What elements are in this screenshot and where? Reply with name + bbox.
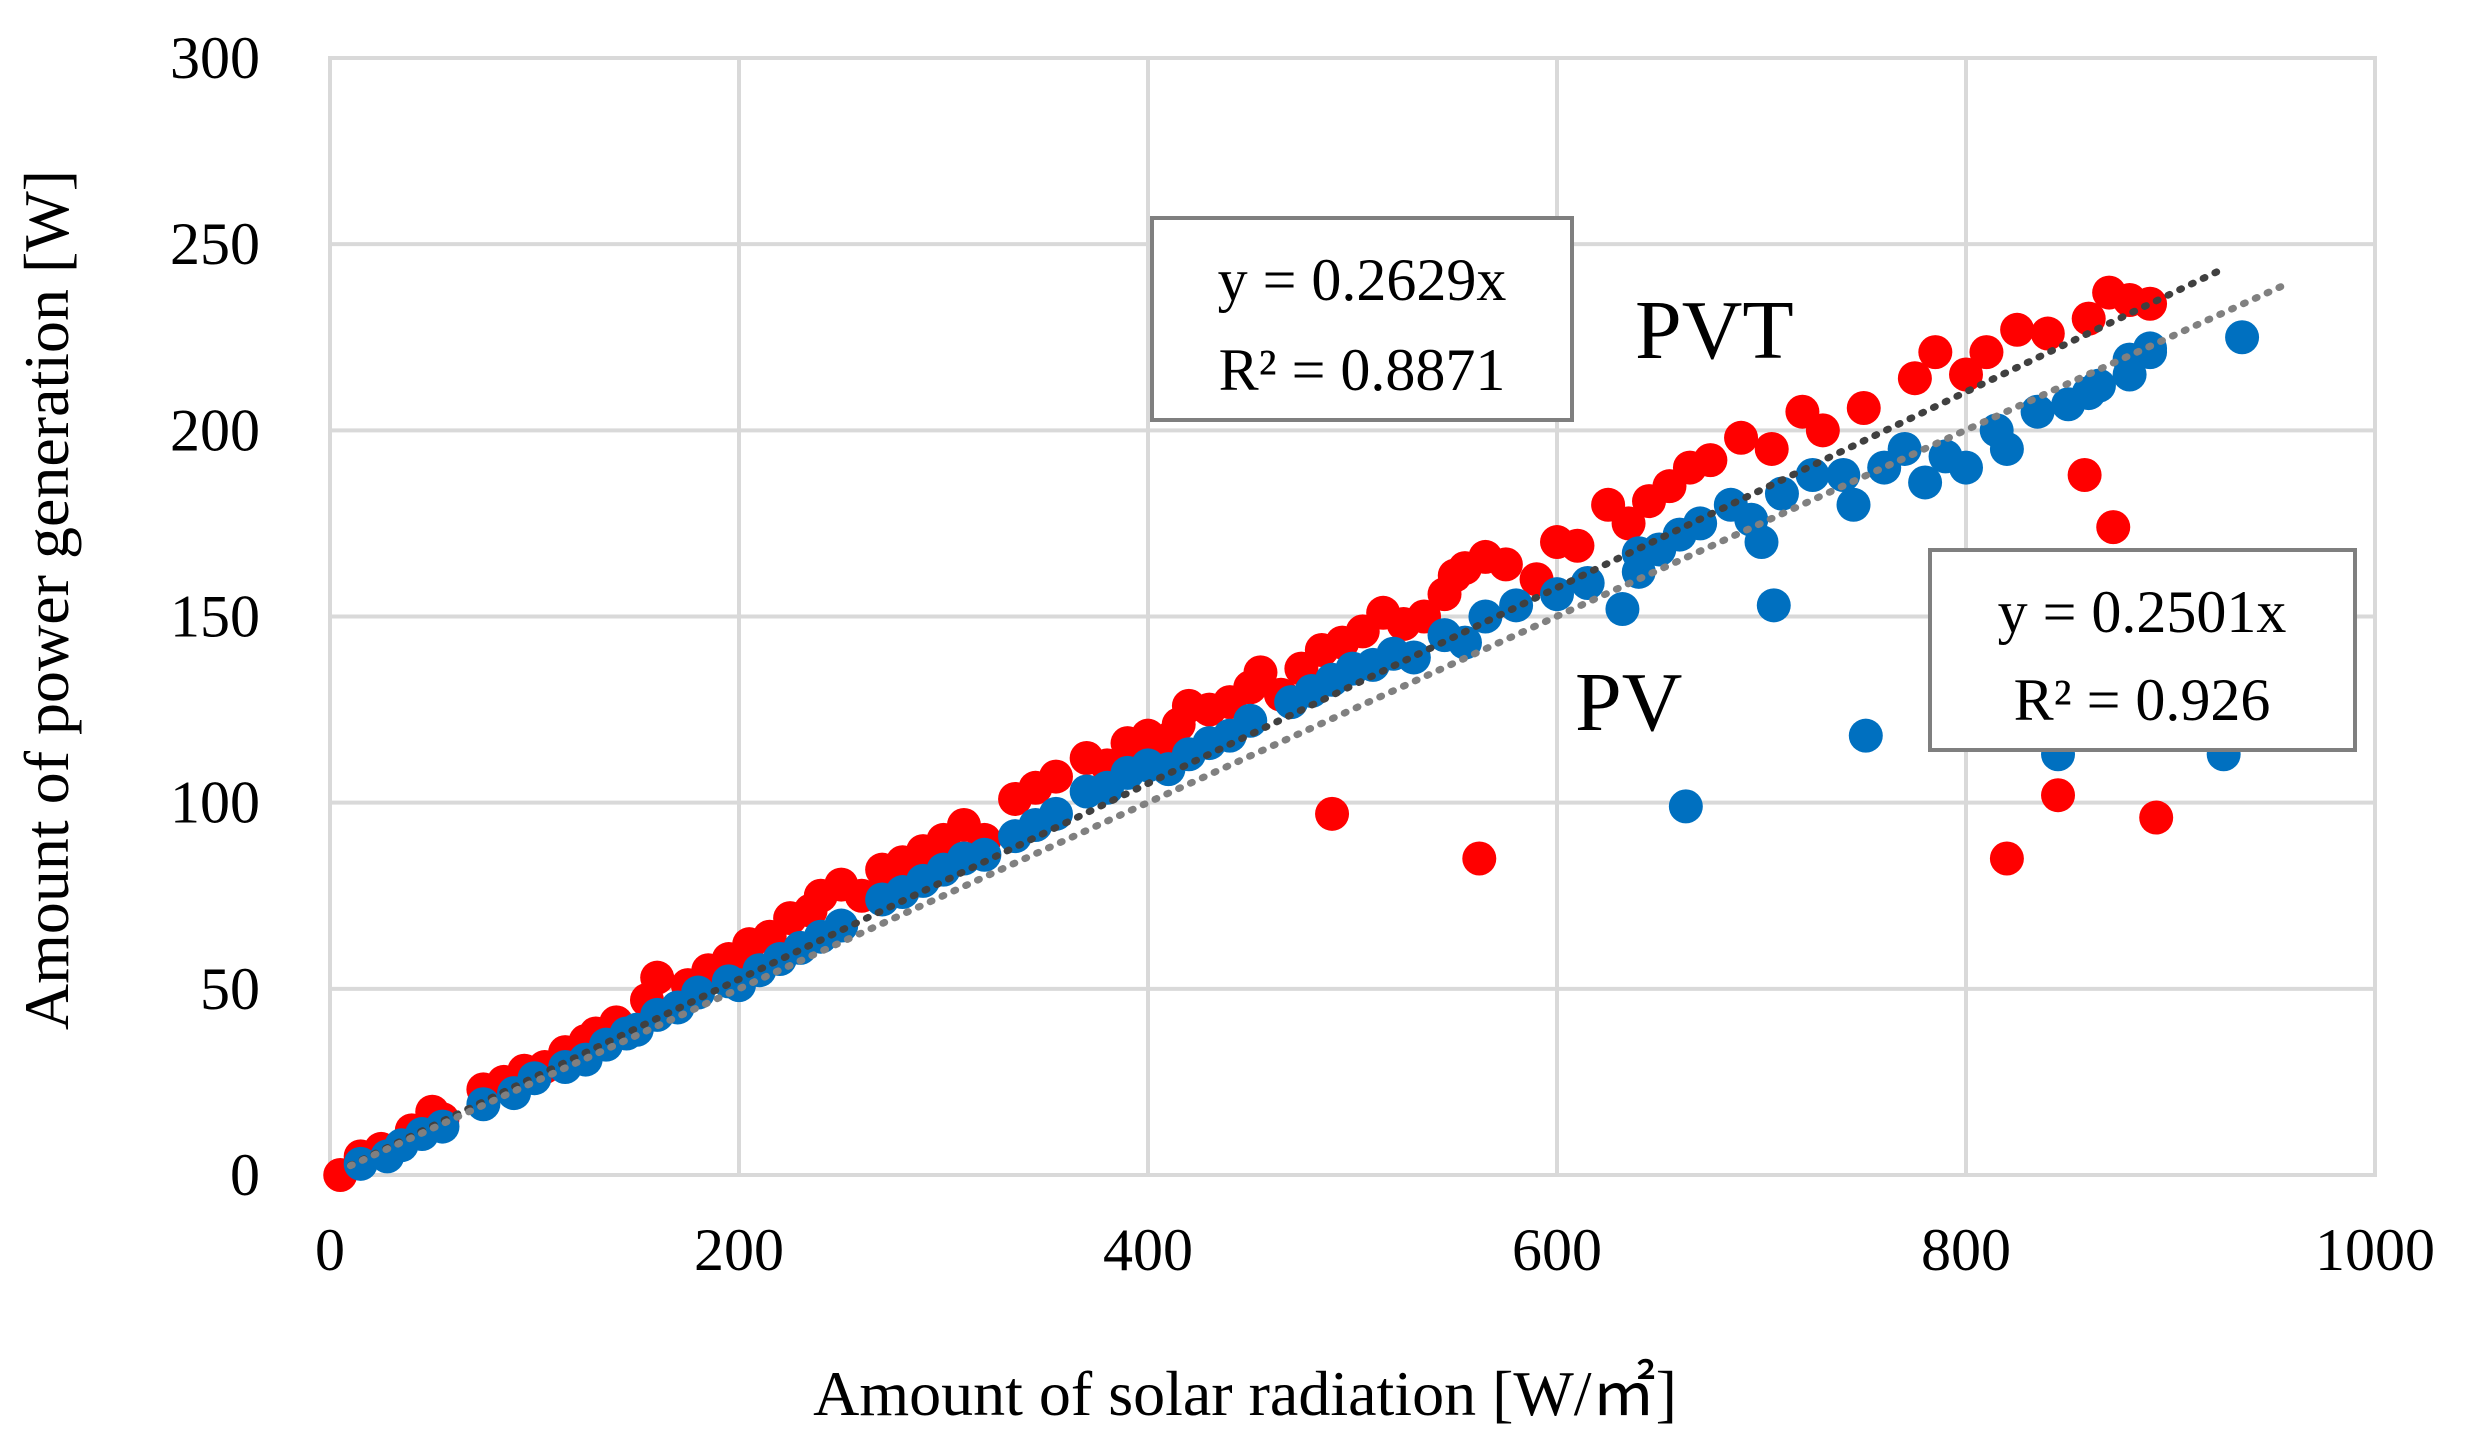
data-point-pv xyxy=(967,837,1002,872)
y-tick-label: 300 xyxy=(170,25,260,91)
data-point-pvt xyxy=(1693,443,1728,478)
data-point-pvt xyxy=(1315,796,1350,831)
x-tick-label: 400 xyxy=(1103,1217,1193,1283)
data-point-pvt xyxy=(2030,316,2065,351)
y-tick-label: 50 xyxy=(200,956,260,1022)
data-point-pv xyxy=(1540,577,1574,612)
data-point-pv xyxy=(1908,465,1943,500)
equation-box-frame xyxy=(1150,216,1574,422)
data-point-pv xyxy=(343,1146,378,1181)
y-axis-title: Amount of power generation [W] xyxy=(11,170,82,1030)
y-tick-label: 0 xyxy=(230,1142,260,1208)
x-axis-title: Amount of solar radiation [W/㎡] xyxy=(813,1358,1677,1429)
y-axis-tick-labels: 0 50 100 150 200 250 300 xyxy=(170,25,260,1208)
data-point-pvt xyxy=(2096,510,2131,545)
data-point-pv xyxy=(1836,487,1871,522)
data-point-pvt xyxy=(2041,778,2076,813)
trendlines xyxy=(346,266,2287,1170)
data-point-pvt xyxy=(1949,357,1983,392)
data-point-pvt xyxy=(1611,506,1646,541)
trendline-pv xyxy=(346,282,2287,1170)
data-point-pv xyxy=(425,1109,460,1144)
data-point-pv xyxy=(1949,450,1983,485)
trendline-pvt xyxy=(346,266,2226,1169)
data-point-pvt xyxy=(1969,335,2004,370)
y-tick-label: 100 xyxy=(170,770,260,836)
data-point-pvt xyxy=(640,960,675,995)
data-point-pvt xyxy=(1462,841,1497,876)
data-point-pv xyxy=(2112,357,2147,392)
series-label-pvt: PVT xyxy=(1635,284,1794,377)
data-point-pvt xyxy=(1805,413,1840,448)
x-tick-label: 1000 xyxy=(2315,1217,2435,1283)
x-tick-label: 600 xyxy=(1512,1217,1602,1283)
data-point-pvt xyxy=(1754,431,1789,466)
data-point-pv xyxy=(2020,394,2055,429)
r-squared-text: R² = 0.926 xyxy=(2014,667,2271,733)
x-tick-label: 200 xyxy=(694,1217,784,1283)
data-point-pv xyxy=(1989,431,2024,466)
r-squared-text: R² = 0.8871 xyxy=(1219,337,1506,403)
x-axis-tick-labels: 0 200 400 600 800 1000 xyxy=(315,1217,2435,1283)
data-point-pv xyxy=(1668,789,1703,824)
data-point-pv xyxy=(1848,718,1883,753)
trendline-equation-box-pv: y = 0.2501x R² = 0.926 xyxy=(1928,548,2357,752)
data-point-pvt xyxy=(1897,361,1932,396)
equation-text: y = 0.2629x xyxy=(1218,247,1507,313)
data-point-pv xyxy=(1795,458,1830,493)
data-point-pv xyxy=(1621,536,1656,571)
data-point-pvt xyxy=(1488,547,1523,582)
data-point-pvt xyxy=(1918,335,1953,370)
data-point-pv xyxy=(1744,525,1779,560)
data-point-pv xyxy=(1605,592,1640,627)
data-point-pv xyxy=(517,1061,552,1096)
data-point-pv xyxy=(1499,588,1534,623)
data-point-pvt xyxy=(1846,390,1881,425)
data-point-pv xyxy=(1570,565,1605,600)
equation-box-frame xyxy=(1928,548,2357,752)
data-point-pvt xyxy=(1560,528,1595,563)
data-point-pv xyxy=(1396,640,1431,675)
data-point-pv xyxy=(1233,703,1268,738)
data-point-pvt xyxy=(1038,759,1073,794)
x-tick-label: 0 xyxy=(315,1217,345,1283)
data-point-pvt xyxy=(2133,286,2168,321)
data-point-pv xyxy=(2071,376,2106,411)
data-point-pv xyxy=(2225,320,2260,355)
data-point-pvt xyxy=(1243,655,1278,690)
data-point-pvt xyxy=(2000,312,2035,347)
data-point-pvt xyxy=(2067,458,2102,493)
series-label-pv: PV xyxy=(1575,656,1682,749)
data-point-pvt xyxy=(1724,420,1759,455)
plot-area-frame xyxy=(328,56,2377,1177)
y-tick-label: 250 xyxy=(170,211,260,277)
y-tick-label: 200 xyxy=(170,397,260,463)
data-point-pvt xyxy=(2139,800,2174,835)
data-point-pv xyxy=(1756,588,1791,623)
y-tick-label: 150 xyxy=(170,584,260,650)
data-point-pvt xyxy=(1989,841,2024,876)
equation-text: y = 0.2501x xyxy=(1998,579,2287,645)
x-tick-label: 800 xyxy=(1921,1217,2011,1283)
trendline-equation-box-pvt: y = 0.2629x R² = 0.8871 xyxy=(1150,216,1574,422)
